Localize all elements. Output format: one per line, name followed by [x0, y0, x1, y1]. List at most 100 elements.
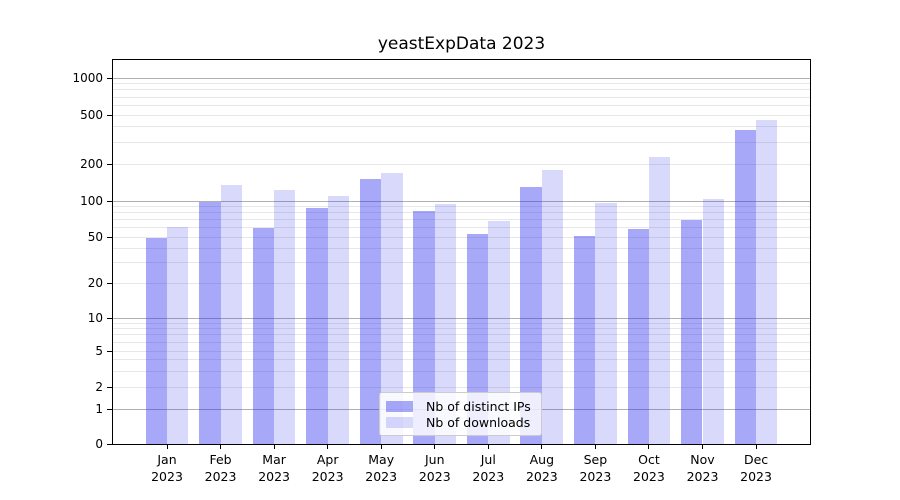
y-tick-20: [107, 282, 112, 284]
plot-area: [112, 59, 811, 445]
bar-downloads-sep: [595, 202, 617, 444]
bar-downloads-apr: [327, 195, 350, 444]
x-tick-label-nov: Nov 2023: [686, 452, 719, 484]
legend-swatch-downloads: [386, 416, 413, 428]
legend-row-downloads: Nb of downloads: [386, 414, 535, 430]
gridline-minor-80: [113, 212, 810, 214]
x-tick-label-sep: Sep 2023: [579, 452, 612, 484]
gridline-minor-300: [113, 141, 810, 143]
bar-downloads-jun: [434, 203, 457, 444]
bar-ips-aug: [520, 186, 542, 444]
gridline-major-10: [113, 317, 810, 319]
y-tick-2: [107, 386, 112, 388]
gridline-minor-7: [113, 334, 810, 336]
x-tick-label-jun: Jun 2023: [418, 452, 451, 484]
bar-downloads-jul: [488, 221, 510, 444]
gridline-major-100: [113, 200, 810, 202]
y-tick-label-50: 50: [87, 230, 103, 244]
gridline-minor-600: [113, 104, 810, 106]
y-tick-label-1000: 1000: [72, 71, 103, 85]
gridline-minor-40: [113, 247, 810, 249]
bar-ips-mar: [252, 228, 275, 444]
x-tick-label-dec: Dec 2023: [740, 452, 772, 484]
bar-ips-sep: [574, 235, 596, 444]
x-tick-dec: [755, 445, 757, 449]
legend-swatch-ips: [386, 400, 413, 412]
y-tick-label-1: 1: [95, 402, 103, 416]
bar-ips-nov: [681, 219, 703, 444]
x-tick-label-oct: Oct 2023: [633, 452, 665, 484]
legend-row-ips: Nb of distinct IPs: [386, 398, 535, 414]
bar-downloads-jan: [167, 226, 189, 444]
y-tick-label-200: 200: [80, 157, 103, 171]
bar-downloads-oct: [648, 156, 671, 444]
gridline-minor-9: [113, 322, 810, 324]
legend-label-downloads: Nb of downloads: [426, 414, 531, 430]
gridline-minor-4: [113, 359, 810, 361]
gridline-minor-700: [113, 96, 810, 98]
bar-downloads-dec: [756, 120, 778, 444]
y-tick-label-5: 5: [95, 344, 103, 358]
bar-downloads-feb: [220, 184, 242, 444]
x-tick-label-jan: Jan 2023: [151, 452, 183, 484]
legend: Nb of distinct IPs Nb of downloads: [379, 392, 542, 436]
bar-downloads-may: [381, 172, 403, 444]
gridline-minor-500: [113, 114, 810, 116]
bar-ips-feb: [199, 202, 221, 444]
x-tick-may: [380, 445, 382, 449]
legend-label-ips: Nb of distinct IPs: [426, 398, 531, 414]
x-tick-label-feb: Feb 2023: [204, 452, 237, 484]
x-tick-jan: [166, 445, 168, 449]
x-tick-label-aug: Aug 2023: [525, 452, 558, 484]
x-tick-mar: [273, 445, 275, 449]
gridline-minor-70: [113, 219, 810, 221]
x-tick-sep: [594, 445, 596, 449]
y-tick-label-500: 500: [80, 108, 103, 122]
x-tick-oct: [648, 445, 650, 449]
y-tick-1: [107, 408, 112, 410]
gridline-minor-3: [113, 370, 810, 372]
gridline-minor-200: [113, 163, 810, 165]
y-tick-100: [107, 200, 112, 202]
x-tick-label-jul: Jul 2023: [472, 452, 505, 484]
bar-downloads-nov: [702, 198, 724, 444]
y-tick-label-20: 20: [87, 276, 103, 290]
y-tick-0: [107, 443, 112, 445]
gridline-minor-800: [113, 89, 810, 91]
gridline-minor-30: [113, 262, 810, 264]
y-tick-200: [107, 163, 112, 165]
x-tick-jul: [487, 445, 489, 449]
y-tick-label-0: 0: [95, 437, 103, 451]
bar-ips-oct: [627, 229, 649, 444]
gridline-minor-5: [113, 350, 810, 352]
y-tick-1000: [107, 77, 112, 79]
bar-ips-jun: [413, 211, 435, 444]
x-tick-label-mar: Mar 2023: [258, 452, 290, 484]
y-tick-label-10: 10: [87, 311, 103, 325]
gridline-minor-90: [113, 205, 810, 207]
x-tick-nov: [702, 445, 703, 449]
gridline-major-1000: [113, 77, 810, 79]
x-tick-label-may: May 2023: [365, 452, 398, 484]
bar-ips-may: [359, 179, 382, 444]
y-tick-50: [107, 236, 112, 238]
bar-ips-dec: [734, 129, 757, 444]
gridline-minor-6: [113, 341, 810, 343]
gridline-minor-60: [113, 227, 810, 229]
bar-ips-jul: [466, 233, 489, 444]
y-tick-5: [107, 350, 112, 352]
x-tick-label-apr: Apr 2023: [311, 452, 344, 484]
gridline-minor-20: [113, 282, 810, 284]
y-tick-label-2: 2: [95, 380, 103, 394]
x-tick-feb: [220, 445, 222, 449]
gridline-minor-8: [113, 328, 810, 330]
y-tick-10: [107, 317, 112, 319]
y-tick-label-100: 100: [80, 194, 103, 208]
x-tick-jun: [434, 445, 436, 449]
x-tick-aug: [541, 445, 543, 449]
chart-title: yeastExpData 2023: [377, 34, 546, 54]
x-tick-apr: [327, 445, 329, 449]
gridline-minor-400: [113, 126, 810, 128]
bar-ips-jan: [145, 238, 167, 444]
